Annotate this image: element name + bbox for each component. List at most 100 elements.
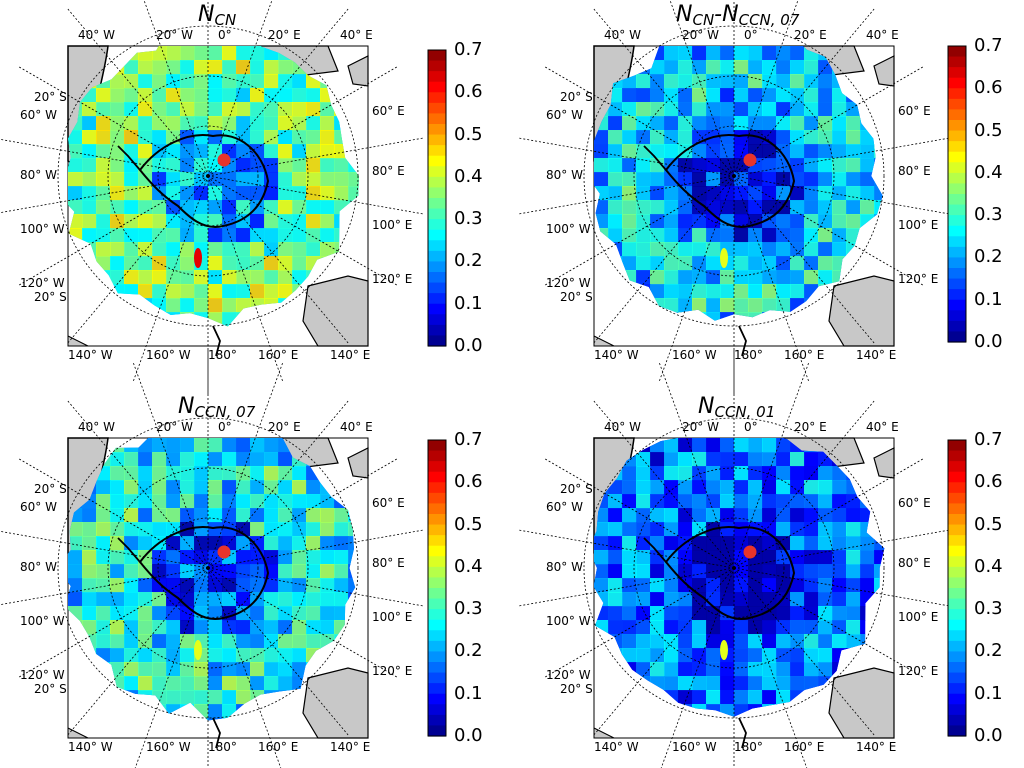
map-panel-nccn01: NCCN, 01 0.7 0.6 0.5 0.4 0.3 0.2 0.1 0.0 40° W 2… — [516, 348, 1016, 768]
lat-label: 20° S — [34, 290, 67, 304]
lon-label-top: 0° — [218, 28, 232, 42]
colorbar-tick-label: 0.3 — [454, 208, 483, 230]
lon-label-right: 120° E — [898, 664, 939, 678]
lon-label-right: 60° E — [898, 104, 931, 118]
lon-label-right: 60° E — [372, 104, 405, 118]
colorbar-tick-label: 0.5 — [454, 513, 483, 535]
lon-label-top: 20° E — [268, 420, 301, 434]
colorbar-tick-label: 0.2 — [454, 640, 483, 662]
lat-label: 20° S — [560, 682, 593, 696]
colorbar-tick-label: 0.6 — [974, 471, 1003, 493]
lon-label-left: 120° W — [546, 668, 591, 682]
lon-label-left: 60° W — [546, 108, 583, 122]
colorbar-tick-label: 0.5 — [454, 123, 483, 145]
panel-title: NCN — [198, 2, 237, 29]
lon-label-left: 100° W — [20, 222, 65, 236]
colorbar-tick-label: 0.1 — [974, 682, 1003, 704]
lon-label-left: 120° W — [546, 276, 591, 290]
map-panel-ncn-minus-nccn07: NCN-NCCN, 07 0.7 0.6 0.5 0.4 0.3 0.2 0.1 0.0 40… — [516, 0, 1016, 396]
lon-label-top: 20° E — [794, 420, 827, 434]
lon-label-left: 80° W — [20, 168, 57, 182]
panel-title: NCN-NCCN, 07 — [676, 2, 800, 29]
lon-label-left: 60° W — [546, 500, 583, 514]
lon-label-left: 100° W — [546, 222, 591, 236]
lon-label-top: 20° W — [156, 420, 193, 434]
lon-label-bottom: 140° W — [594, 740, 639, 754]
lon-label-right: 80° E — [372, 164, 405, 178]
colorbar-tick-label: 0.4 — [454, 555, 483, 577]
lon-label-top: 40° E — [340, 420, 373, 434]
lat-label: 20° S — [560, 90, 593, 104]
lon-label-top: 40° W — [78, 420, 115, 434]
colorbar-tick-label: 0.5 — [974, 513, 1003, 535]
lon-label-left: 80° W — [546, 168, 583, 182]
lon-label-top: 20° E — [268, 28, 301, 42]
lat-label: 20° S — [34, 482, 67, 496]
lon-label-top: 0° — [744, 28, 758, 42]
lat-label: 20° S — [560, 482, 593, 496]
lon-label-bottom: 140° W — [594, 348, 639, 362]
lat-label: 20° S — [34, 90, 67, 104]
lon-label-left: 100° W — [546, 614, 591, 628]
lon-label-bottom: 140° E — [856, 348, 897, 362]
polar-map — [517, 0, 951, 396]
lon-label-right: 80° E — [898, 164, 931, 178]
lon-label-bottom: 160° E — [258, 348, 299, 362]
map-panel-ncn: NCN 0.7 0.6 0.5 0.4 0.3 0.2 0.1 0.0 40° W 20° W 0… — [0, 0, 520, 396]
lon-label-bottom: 160° W — [672, 348, 717, 362]
lon-label-right: 100° E — [898, 610, 939, 624]
lon-label-right: 80° E — [372, 556, 405, 570]
panel-title: NCCN, 07 — [178, 394, 256, 421]
lon-label-top: 20° E — [794, 28, 827, 42]
colorbar-tick-label: 0.4 — [454, 165, 483, 187]
lon-label-bottom: 180° — [208, 348, 237, 362]
lon-label-right: 100° E — [372, 218, 413, 232]
lon-label-left: 120° W — [20, 276, 65, 290]
lon-label-top: 40° E — [866, 420, 899, 434]
lon-label-bottom: 140° W — [68, 348, 113, 362]
lon-label-right: 60° E — [898, 496, 931, 510]
lon-label-bottom: 180° — [208, 740, 237, 754]
lon-label-bottom: 160° W — [146, 740, 191, 754]
colorbar-tick-label: 0.4 — [974, 161, 1003, 183]
colorbar-tick-label: 0.7 — [974, 35, 1003, 56]
lat-label: 20° S — [560, 290, 593, 304]
lon-label-left: 100° W — [20, 614, 65, 628]
polar-map — [0, 0, 425, 396]
panel-title: NCCN, 01 — [698, 394, 776, 421]
colorbar-tick-label: 0.6 — [454, 81, 483, 103]
colorbar-tick-label: 0.4 — [974, 555, 1003, 577]
colorbar-tick-label: 0.1 — [454, 682, 483, 704]
lon-label-left: 60° W — [20, 500, 57, 514]
lon-label-right: 60° E — [372, 496, 405, 510]
polar-map — [0, 348, 425, 768]
colorbar-tick-label: 0.2 — [974, 640, 1003, 662]
polar-map — [517, 348, 951, 768]
colorbar — [947, 45, 967, 343]
colorbar-tick-label: 0.3 — [974, 204, 1003, 226]
colorbar-tick-label: 0.1 — [454, 292, 483, 314]
colorbar-tick-label: 0.2 — [974, 246, 1003, 268]
lon-label-bottom: 160° W — [672, 740, 717, 754]
colorbar-tick-label: 0.0 — [974, 725, 1003, 746]
colorbar-tick-label: 0.6 — [454, 471, 483, 493]
lon-label-top: 20° W — [682, 28, 719, 42]
colorbar-tick-label: 0.0 — [974, 331, 1003, 352]
colorbar-tick-label: 0.3 — [974, 598, 1003, 620]
lon-label-right: 120° E — [372, 272, 413, 286]
lon-label-left: 60° W — [20, 108, 57, 122]
lon-label-bottom: 160° E — [784, 348, 825, 362]
lon-label-top: 40° W — [604, 28, 641, 42]
colorbar-tick-label: 0.6 — [974, 77, 1003, 99]
lon-label-left: 120° W — [20, 668, 65, 682]
colorbar-tick-label: 0.7 — [454, 429, 483, 450]
lon-label-right: 100° E — [898, 218, 939, 232]
lon-label-top: 0° — [744, 420, 758, 434]
lon-label-right: 120° E — [372, 664, 413, 678]
lon-label-bottom: 180° — [734, 740, 763, 754]
colorbar-tick-label: 0.2 — [454, 250, 483, 272]
lon-label-bottom: 160° E — [258, 740, 299, 754]
colorbar-tick-label: 0.5 — [974, 119, 1003, 141]
lon-label-bottom: 160° W — [146, 348, 191, 362]
lon-label-top: 40° W — [604, 420, 641, 434]
